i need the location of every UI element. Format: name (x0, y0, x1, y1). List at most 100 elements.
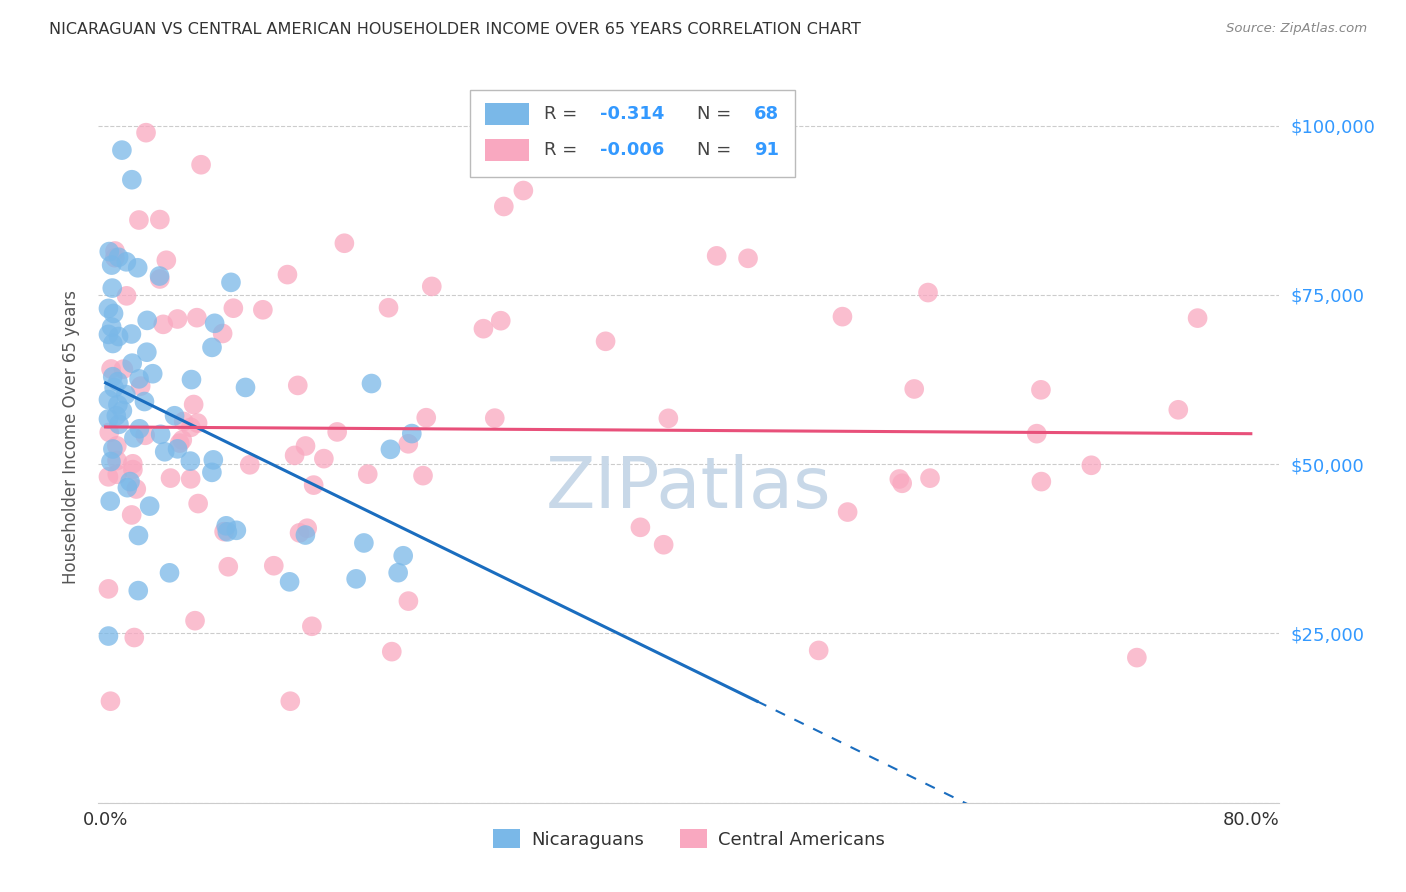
Text: R =: R = (544, 104, 582, 123)
Point (807, 643, 830, 657)
Point (657, 411, 679, 425)
Point (122, 431, 145, 445)
Point (105, 467, 128, 482)
Point (125, 482, 148, 496)
Point (387, 566, 409, 580)
Point (1126, 650, 1149, 665)
Point (1187, 311, 1209, 326)
Point (121, 356, 143, 370)
Point (184, 614, 207, 628)
Point (186, 310, 208, 325)
Point (831, 310, 853, 324)
Point (360, 376, 382, 391)
Point (396, 437, 419, 451)
Point (891, 476, 914, 491)
Point (134, 394, 156, 409)
Point (127, 260, 149, 275)
Point (108, 417, 131, 432)
Point (219, 276, 242, 290)
Point (155, 253, 177, 268)
Point (217, 559, 239, 574)
Point (357, 467, 380, 482)
Point (103, 306, 125, 320)
Point (396, 594, 419, 608)
Point (190, 158, 212, 172)
Point (401, 426, 423, 441)
Point (114, 387, 136, 401)
Point (1025, 426, 1047, 441)
Y-axis label: Householder Income Over 65 years: Householder Income Over 65 years (62, 290, 80, 584)
Point (278, 574, 301, 589)
Point (107, 398, 129, 412)
Point (211, 326, 233, 341)
Text: -0.006: -0.006 (600, 141, 665, 160)
Point (104, 251, 127, 265)
Point (97, 470, 120, 484)
Point (169, 436, 191, 450)
Point (111, 143, 134, 157)
Point (706, 249, 728, 263)
Point (595, 334, 617, 349)
Point (180, 373, 202, 387)
Point (312, 451, 335, 466)
Point (163, 409, 186, 423)
Point (173, 414, 195, 428)
Point (135, 126, 157, 140)
Point (152, 318, 174, 332)
Point (138, 499, 160, 513)
Point (302, 478, 325, 492)
Point (222, 301, 245, 316)
Point (100, 694, 122, 708)
Point (252, 302, 274, 317)
Point (344, 572, 367, 586)
Point (903, 382, 925, 396)
Point (149, 212, 172, 227)
Point (917, 285, 939, 300)
Point (278, 694, 301, 708)
Point (294, 528, 316, 542)
Point (127, 528, 149, 542)
Point (111, 403, 134, 417)
Point (301, 619, 323, 633)
Point (128, 422, 150, 436)
Point (166, 312, 188, 326)
Point (153, 444, 176, 458)
Point (135, 345, 157, 359)
Point (149, 272, 172, 286)
Point (918, 471, 941, 485)
Text: ZIPatlas: ZIPatlas (546, 454, 832, 523)
Point (159, 566, 181, 580)
Point (180, 420, 202, 434)
Point (105, 453, 128, 467)
Text: 91: 91 (754, 141, 779, 160)
Point (380, 442, 402, 457)
Point (101, 281, 124, 295)
Point (105, 409, 128, 423)
Text: N =: N = (697, 104, 737, 123)
Point (97, 327, 120, 342)
Point (107, 329, 129, 343)
Point (149, 427, 172, 442)
Point (484, 411, 506, 425)
Point (107, 250, 129, 264)
Point (472, 321, 495, 335)
Point (326, 425, 349, 439)
Point (148, 268, 170, 283)
Point (183, 398, 205, 412)
Point (201, 340, 224, 354)
Point (1031, 475, 1053, 489)
Point (180, 472, 202, 486)
Point (101, 442, 124, 456)
Text: Source: ZipAtlas.com: Source: ZipAtlas.com (1226, 22, 1367, 36)
Point (127, 583, 149, 598)
Point (295, 521, 318, 535)
Point (294, 439, 316, 453)
Point (284, 449, 307, 463)
Point (179, 454, 201, 468)
Point (100, 258, 122, 272)
Point (100, 454, 122, 468)
Point (288, 525, 311, 540)
Point (235, 380, 257, 394)
Point (121, 508, 143, 522)
Point (98, 425, 121, 440)
